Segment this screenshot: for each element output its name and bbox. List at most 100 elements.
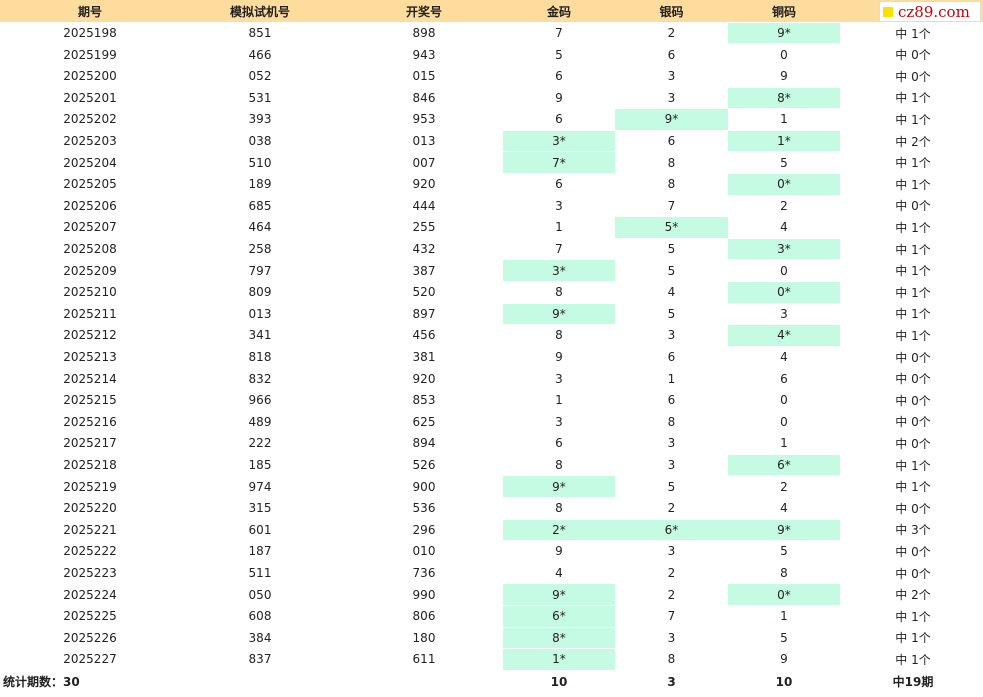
cell: 1* bbox=[503, 649, 615, 670]
cell: 7 bbox=[667, 609, 676, 624]
cell: 894 bbox=[412, 436, 436, 451]
cell: 8 bbox=[667, 652, 676, 667]
cell: 中 0个 bbox=[895, 350, 931, 365]
cell: 038 bbox=[248, 134, 272, 149]
cell: 中 2个 bbox=[895, 588, 931, 603]
cell: 6 bbox=[667, 350, 676, 365]
cell: 3* bbox=[503, 130, 615, 152]
cell: 4* bbox=[728, 325, 840, 346]
cell: 974 bbox=[248, 479, 272, 494]
cell: 9 bbox=[555, 90, 563, 105]
cell: 2 bbox=[667, 566, 676, 581]
cell: 897 bbox=[412, 306, 436, 321]
cell: 853 bbox=[412, 393, 436, 408]
cell: 2025202 bbox=[63, 112, 117, 127]
cell: 中 1个 bbox=[895, 220, 931, 235]
cell: 384 bbox=[248, 630, 272, 645]
cell: 2025200 bbox=[63, 69, 117, 84]
cell: 6 bbox=[555, 69, 563, 84]
cell: 013 bbox=[412, 134, 436, 149]
cell: 3 bbox=[667, 544, 676, 559]
cell: 2025199 bbox=[63, 47, 117, 62]
cell: 2 bbox=[667, 26, 676, 41]
cell: 8 bbox=[555, 285, 563, 300]
cell: 1 bbox=[780, 112, 788, 127]
cell: 1* bbox=[728, 130, 840, 152]
cell: 5 bbox=[667, 263, 676, 278]
cell: 中 1个 bbox=[895, 328, 931, 343]
cell: 2025220 bbox=[63, 501, 117, 516]
cell: 中 0个 bbox=[895, 372, 931, 387]
cell: 2025222 bbox=[63, 544, 117, 559]
cell: 393 bbox=[248, 112, 272, 127]
cell: 4 bbox=[555, 566, 563, 581]
cell: 315 bbox=[248, 501, 272, 516]
cell: 466 bbox=[248, 47, 272, 62]
cell: 2 bbox=[780, 198, 788, 213]
cell: 9 bbox=[780, 69, 788, 84]
cell: 中 0个 bbox=[895, 199, 931, 214]
cell: 611 bbox=[412, 652, 436, 667]
cell: 6* bbox=[728, 454, 840, 476]
cell: 381 bbox=[412, 350, 436, 365]
cell: 2025226 bbox=[63, 630, 117, 645]
cell: 中 1个 bbox=[895, 652, 931, 667]
cell: 2025203 bbox=[63, 134, 117, 149]
cell: 185 bbox=[248, 458, 272, 473]
cell: 2025201 bbox=[63, 90, 117, 105]
cell: 943 bbox=[412, 47, 436, 62]
cell: 3 bbox=[555, 371, 563, 386]
cell: 0 bbox=[780, 393, 788, 408]
cell: 5 bbox=[555, 47, 563, 62]
cell: 6* bbox=[615, 519, 728, 541]
cell: 8 bbox=[780, 566, 788, 581]
cell: 7 bbox=[555, 242, 563, 257]
cell: 5 bbox=[780, 630, 788, 645]
cell: 2025217 bbox=[63, 436, 117, 451]
cell: 2025221 bbox=[63, 522, 117, 537]
cell: 920 bbox=[412, 177, 436, 192]
cell: 2025219 bbox=[63, 479, 117, 494]
cell: 3 bbox=[667, 328, 676, 343]
cell: 中 0个 bbox=[895, 415, 931, 430]
cell: 953 bbox=[412, 112, 436, 127]
column-header: 模拟试机号 bbox=[229, 4, 290, 19]
cell: 6 bbox=[780, 371, 788, 386]
column-header: 金码 bbox=[546, 4, 571, 19]
cell: 187 bbox=[248, 544, 272, 559]
cell: 851 bbox=[248, 26, 272, 41]
cell: 180 bbox=[412, 630, 436, 645]
cell: 中 1个 bbox=[895, 458, 931, 473]
cell: 806 bbox=[412, 609, 436, 624]
cell: 中 3个 bbox=[895, 523, 931, 538]
cell: 520 bbox=[412, 285, 436, 300]
cell: 2025207 bbox=[63, 220, 117, 235]
cell: 536 bbox=[412, 501, 436, 516]
cell: 2025227 bbox=[63, 652, 117, 667]
cell: 3 bbox=[555, 198, 563, 213]
cell: 1 bbox=[667, 371, 676, 386]
cell: 中 0个 bbox=[895, 436, 931, 451]
cell: 6 bbox=[667, 393, 676, 408]
cell: 2025213 bbox=[63, 350, 117, 365]
cell: 456 bbox=[412, 328, 436, 343]
cell: 3 bbox=[667, 436, 676, 451]
cell: 中 1个 bbox=[895, 264, 931, 279]
cell: 2025204 bbox=[63, 155, 117, 170]
cell: 0 bbox=[780, 263, 788, 278]
cell: 832 bbox=[248, 371, 272, 386]
cell: 8 bbox=[667, 155, 676, 170]
column-header: 铜码 bbox=[771, 4, 796, 19]
cell: 255 bbox=[412, 220, 436, 235]
cell: 444 bbox=[412, 198, 436, 213]
cell: 5 bbox=[667, 306, 676, 321]
cell: 5* bbox=[615, 217, 728, 238]
watermark: cz89.com bbox=[879, 1, 981, 22]
cell: 3 bbox=[667, 630, 676, 645]
cell: 4 bbox=[667, 285, 676, 300]
cell: 2* bbox=[503, 519, 615, 541]
watermark-text: cz89.com bbox=[898, 2, 970, 21]
cell: 9* bbox=[503, 303, 615, 325]
column-header: 期号 bbox=[77, 4, 102, 19]
